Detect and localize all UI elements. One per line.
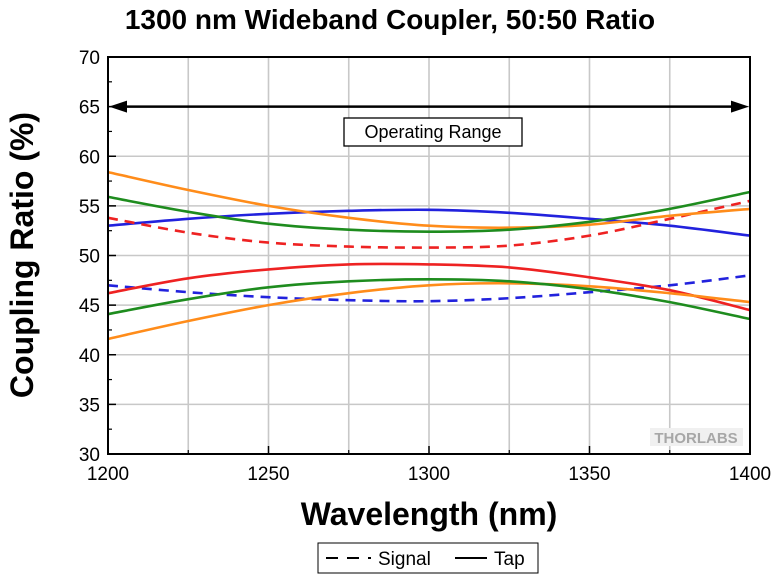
legend: Signal Tap bbox=[317, 542, 539, 574]
legend-tap-label: Tap bbox=[494, 549, 525, 570]
series-line-signal-2 bbox=[107, 199, 751, 249]
x-tick-label: 1350 bbox=[568, 464, 610, 485]
series-line-tap-7 bbox=[107, 277, 751, 321]
grid-lines bbox=[108, 57, 750, 454]
y-tick-label: 65 bbox=[79, 98, 100, 119]
y-tick-labels: 30 35 40 45 50 55 60 65 70 bbox=[79, 48, 100, 466]
y-tick-label: 45 bbox=[79, 296, 100, 317]
series-layer bbox=[107, 170, 751, 341]
operating-range-label: Operating Range bbox=[364, 122, 501, 142]
y-tick-label: 50 bbox=[79, 247, 100, 268]
y-tick-label: 30 bbox=[79, 445, 100, 466]
operating-range-arrowhead-right bbox=[731, 100, 749, 113]
operating-range-box bbox=[343, 117, 523, 147]
y-tick-label: 55 bbox=[79, 197, 100, 218]
thorlabs-logo: THORLABS bbox=[650, 428, 743, 447]
operating-range-annotation: Operating Range bbox=[109, 100, 749, 147]
x-axis-title: Wavelength (nm) bbox=[301, 496, 558, 532]
plot-frame bbox=[107, 56, 751, 455]
series-line-signal-1 bbox=[107, 208, 751, 237]
chart-title: 1300 nm Wideband Coupler, 50:50 Ratio bbox=[124, 4, 656, 35]
series-line-signal-6 bbox=[107, 190, 751, 234]
x-tick-label: 1200 bbox=[87, 464, 129, 485]
y-axis-title: Coupling Ratio (%) bbox=[4, 112, 40, 398]
y-tick-label: 60 bbox=[79, 147, 100, 168]
x-tick-labels: 1200 1250 1300 1350 1400 bbox=[87, 464, 771, 485]
operating-range-arrowhead-left bbox=[109, 100, 127, 113]
x-tick-label: 1250 bbox=[247, 464, 289, 485]
series-line-tap-5 bbox=[107, 281, 751, 341]
x-tick-label: 1400 bbox=[729, 464, 771, 485]
y-tick-label: 40 bbox=[79, 346, 100, 367]
series-line-tap-3 bbox=[107, 262, 751, 312]
series-line-signal-0 bbox=[107, 274, 751, 303]
series-line-signal-4 bbox=[107, 170, 751, 230]
y-tick-label: 35 bbox=[79, 395, 100, 416]
legend-signal-label: Signal bbox=[378, 549, 431, 570]
y-tick-label: 70 bbox=[79, 48, 100, 69]
x-tick-label: 1300 bbox=[408, 464, 450, 485]
thorlabs-logo-text: THORLABS bbox=[654, 430, 737, 447]
